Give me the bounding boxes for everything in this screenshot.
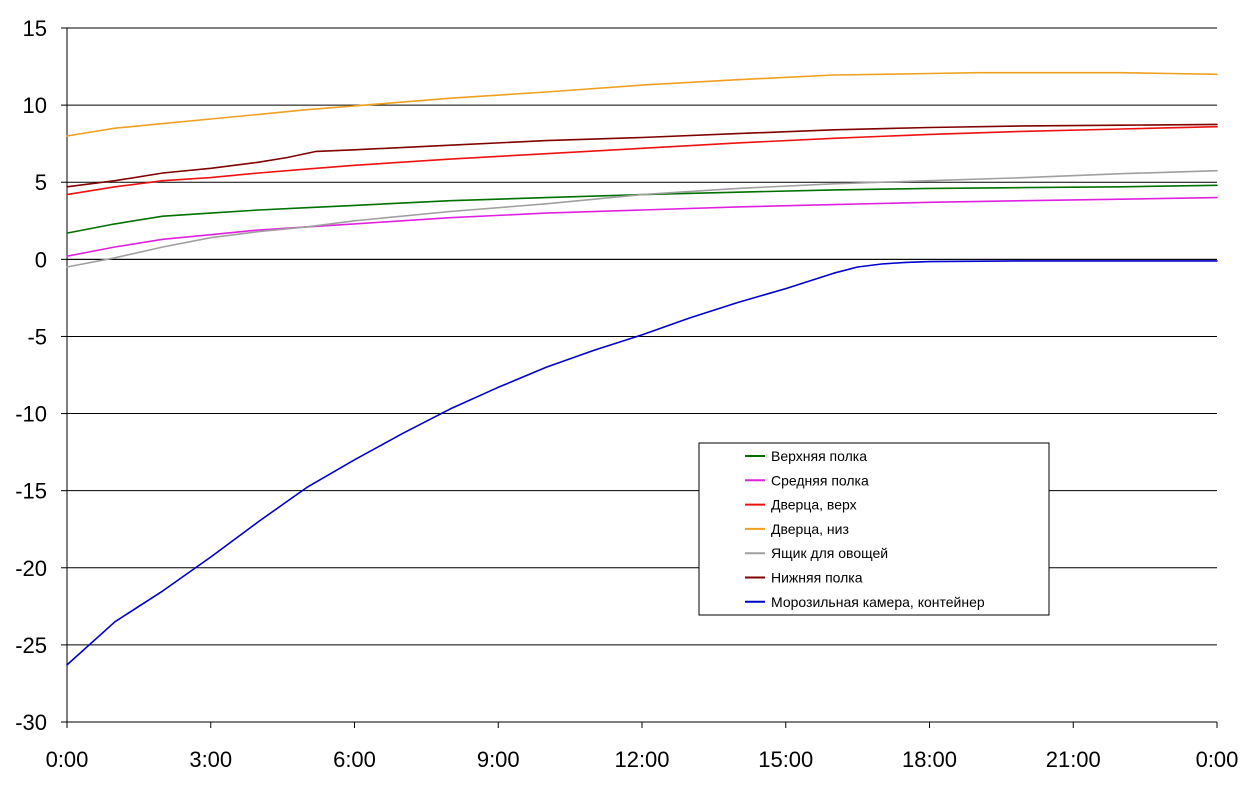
legend-label: Верхняя полка — [771, 448, 867, 464]
legend-label: Дверца, верх — [771, 497, 857, 513]
x-tick-label: 12:00 — [614, 747, 669, 772]
x-tick-label: 3:00 — [189, 747, 232, 772]
x-tick-label: 0:00 — [1196, 747, 1239, 772]
legend-label: Ящик для овощей — [771, 545, 888, 561]
y-tick-label: 0 — [35, 247, 47, 272]
y-tick-label: -30 — [15, 710, 47, 735]
series-line — [66, 123, 1218, 188]
y-tick-label: 5 — [35, 170, 47, 195]
series-line — [66, 169, 1218, 268]
y-tick-label: -15 — [15, 479, 47, 504]
series-line — [66, 184, 1218, 234]
y-tick-label: -10 — [15, 402, 47, 427]
legend-label: Средняя полка — [771, 472, 869, 488]
series-lines — [66, 71, 1218, 666]
x-tick-label: 15:00 — [758, 747, 813, 772]
y-tick-labels: 15 10 5 0 -5 -10 -15 -20 -25 -30 — [15, 16, 47, 735]
series-line — [66, 196, 1218, 258]
legend-label: Дверца, низ — [771, 521, 849, 537]
y-tick-label: -5 — [27, 324, 47, 349]
y-tick-label: -25 — [15, 633, 47, 658]
x-tick-labels: 0:00 3:00 6:00 9:00 12:00 15:00 18:00 21:00 0:00 — [46, 747, 1239, 772]
y-tick-label: -20 — [15, 556, 47, 581]
legend-label: Нижняя полка — [771, 570, 863, 586]
legend-label: Морозильная камера, контейнер — [771, 594, 985, 610]
series-line — [66, 71, 1218, 137]
legend: Верхняя полка Средняя полка Дверца, верх Дв… — [698, 442, 1050, 616]
y-tick-label: 15 — [23, 16, 47, 41]
grid-lines — [67, 104, 1217, 646]
x-tick-label: 6:00 — [333, 747, 376, 772]
series-line — [66, 125, 1218, 196]
x-tick-label: 21:00 — [1046, 747, 1101, 772]
axes — [61, 27, 1218, 728]
x-tick-label: 9:00 — [477, 747, 520, 772]
series-line — [66, 260, 1218, 666]
y-tick-label: 10 — [23, 93, 47, 118]
x-tick-label: 18:00 — [902, 747, 957, 772]
x-tick-label: 0:00 — [46, 747, 89, 772]
